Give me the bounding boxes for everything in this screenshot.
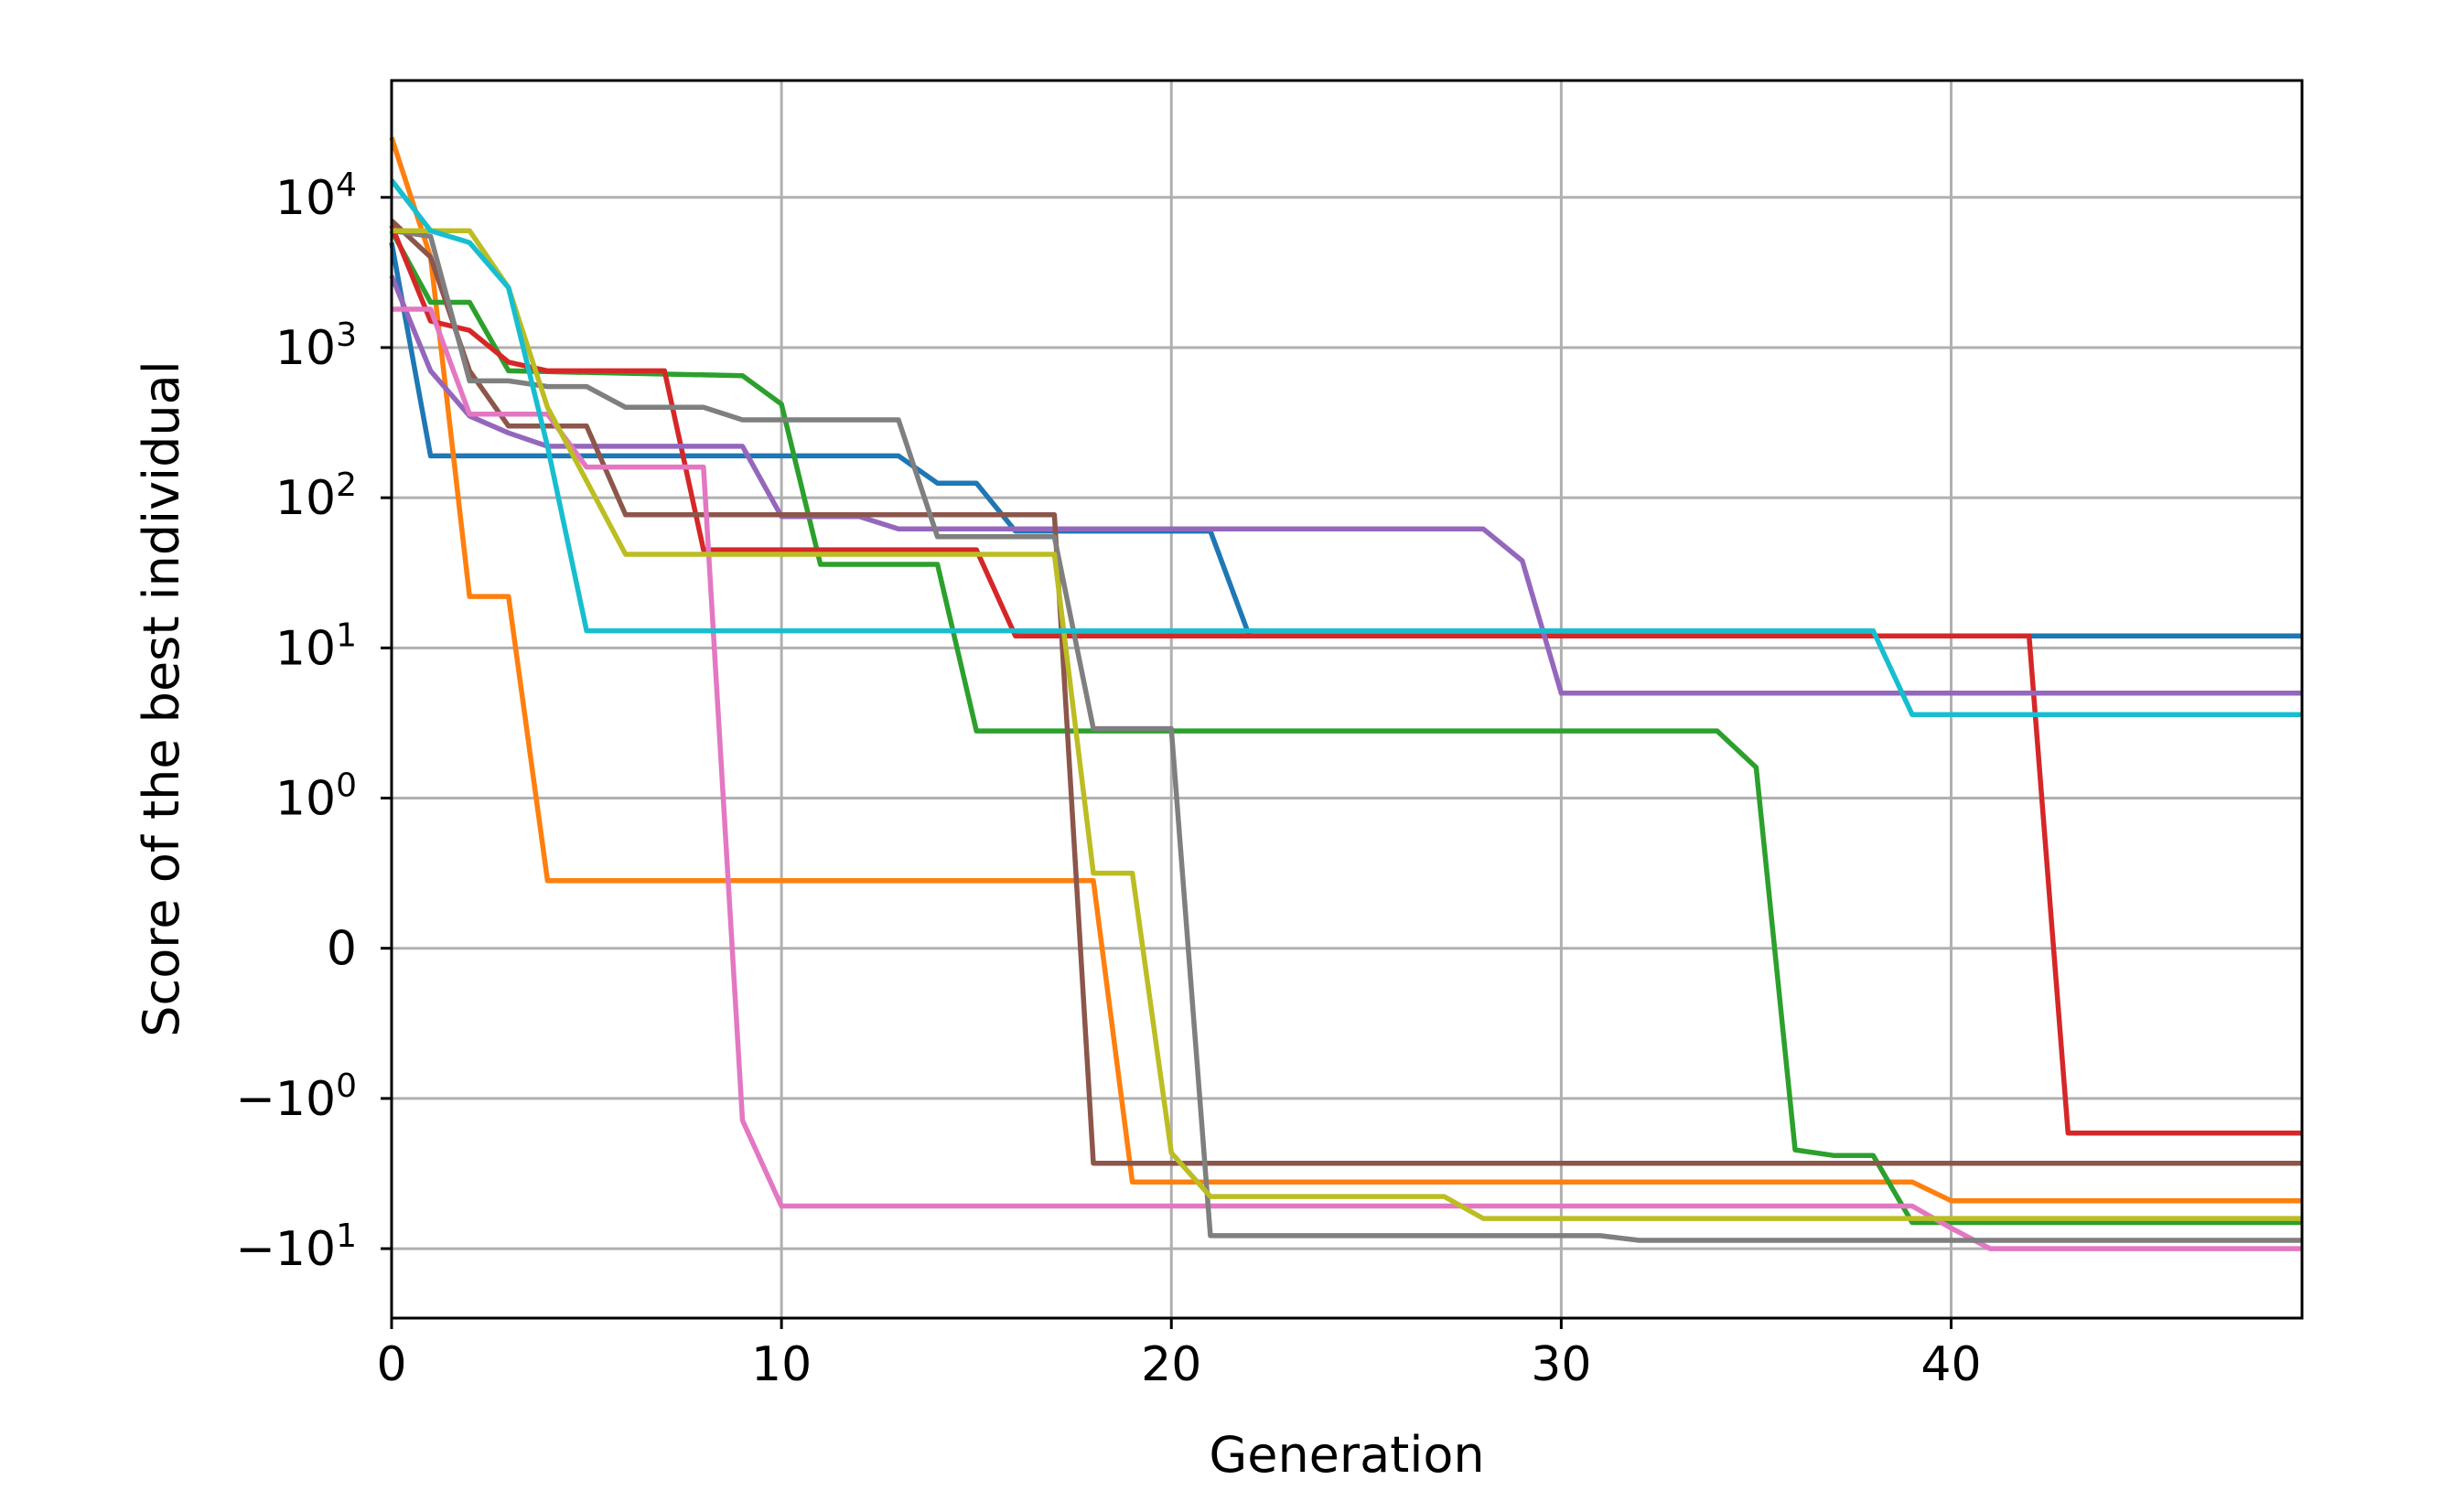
y-tick-label: 102: [275, 466, 357, 526]
y-tick-label: 103: [275, 316, 357, 376]
series-line-olive: [392, 228, 2302, 1221]
series-line-blue: [389, 241, 2302, 639]
series-line-gray: [391, 228, 2302, 1243]
series-line-pink: [392, 306, 2302, 1251]
series-line-red: [389, 224, 2302, 1136]
y-tick-label: −101: [235, 1217, 357, 1277]
x-tick-label: 30: [1531, 1337, 1591, 1392]
series-line-green: [389, 229, 2302, 1226]
series-line-orange: [389, 136, 2302, 1204]
y-tick-label: 104: [275, 166, 357, 226]
y-tick-label: −100: [235, 1067, 357, 1127]
y-axis-label: Score of the best individual: [133, 360, 190, 1036]
x-axis-label: Generation: [1209, 1426, 1484, 1484]
y-tick-label: 101: [275, 617, 357, 676]
x-tick-label: 0: [376, 1337, 406, 1392]
series-lines: [389, 136, 2302, 1251]
x-tick-label: 20: [1141, 1337, 1201, 1392]
grid-lines: [390, 80, 2302, 1318]
plot-frame: [390, 79, 2304, 1320]
series-line-brown: [390, 219, 2302, 1166]
x-axis-ticks: 0 10 20 30 40: [376, 1318, 1982, 1392]
y-axis-ticks: 104 103 102 101 100 0 −100 −101: [235, 166, 392, 1277]
series-line-cyan: [389, 178, 2302, 717]
x-tick-label: 10: [751, 1337, 812, 1392]
y-tick-label: 100: [275, 767, 357, 827]
y-tick-label: 0: [327, 922, 357, 977]
x-tick-label: 40: [1920, 1337, 1981, 1392]
